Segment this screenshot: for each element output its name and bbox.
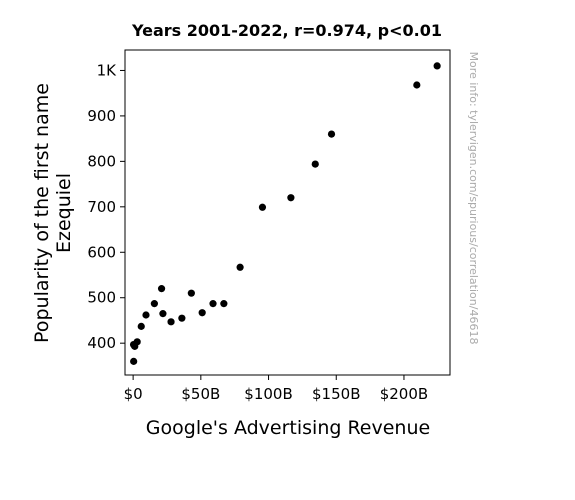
side-note-text: More info: tylervigen.com/spurious/corre… — [467, 52, 480, 345]
x-axis-label: Google's Advertising Revenue — [146, 417, 430, 439]
x-tick-label: $0 — [124, 385, 143, 403]
y-axis-ticks: 400 500 600 700 800 900 1K — [87, 61, 125, 352]
data-point — [130, 357, 138, 365]
y-tick-label: 400 — [87, 334, 116, 352]
y-tick-label: 1K — [97, 61, 118, 79]
y-axis-label-line-1: Popularity of the first name — [31, 83, 53, 343]
data-point — [258, 203, 267, 211]
data-point — [187, 289, 195, 297]
y-tick-label: 600 — [87, 243, 116, 261]
side-note: More info: tylervigen.com/spurious/corre… — [467, 52, 480, 345]
y-tick-label: 500 — [87, 289, 116, 307]
data-point — [236, 263, 244, 271]
chart-title: Years 2001-2022, r=0.974, p<0.01 — [131, 21, 442, 40]
x-tick-label: $150B — [312, 385, 360, 403]
y-tick-label: 900 — [87, 107, 116, 125]
data-point — [287, 194, 295, 202]
data-point — [150, 300, 158, 308]
y-axis-label: Popularity of the first name Ezequiel — [31, 83, 75, 343]
data-point — [157, 285, 166, 293]
data-point — [142, 311, 150, 319]
data-point — [311, 160, 319, 168]
data-point — [159, 310, 167, 318]
x-tick-label: $100B — [244, 385, 292, 403]
data-points — [129, 62, 441, 365]
data-point — [220, 300, 228, 308]
plot-area — [124, 49, 451, 376]
y-tick-label: 700 — [87, 198, 116, 216]
data-point — [167, 318, 175, 326]
x-axis-ticks: $0 $50B $100B $150B $200B — [124, 375, 428, 403]
data-point — [137, 322, 145, 330]
y-tick-label: 800 — [87, 152, 116, 170]
data-point — [178, 314, 186, 322]
x-tick-label: $200B — [380, 385, 428, 403]
x-tick-label: $50B — [181, 385, 220, 403]
data-point — [209, 300, 217, 308]
data-point — [327, 130, 336, 138]
data-point — [133, 338, 141, 346]
data-point — [413, 81, 421, 89]
y-axis-label-line-2: Ezequiel — [53, 173, 75, 253]
data-point — [433, 62, 441, 70]
data-point — [198, 309, 206, 317]
